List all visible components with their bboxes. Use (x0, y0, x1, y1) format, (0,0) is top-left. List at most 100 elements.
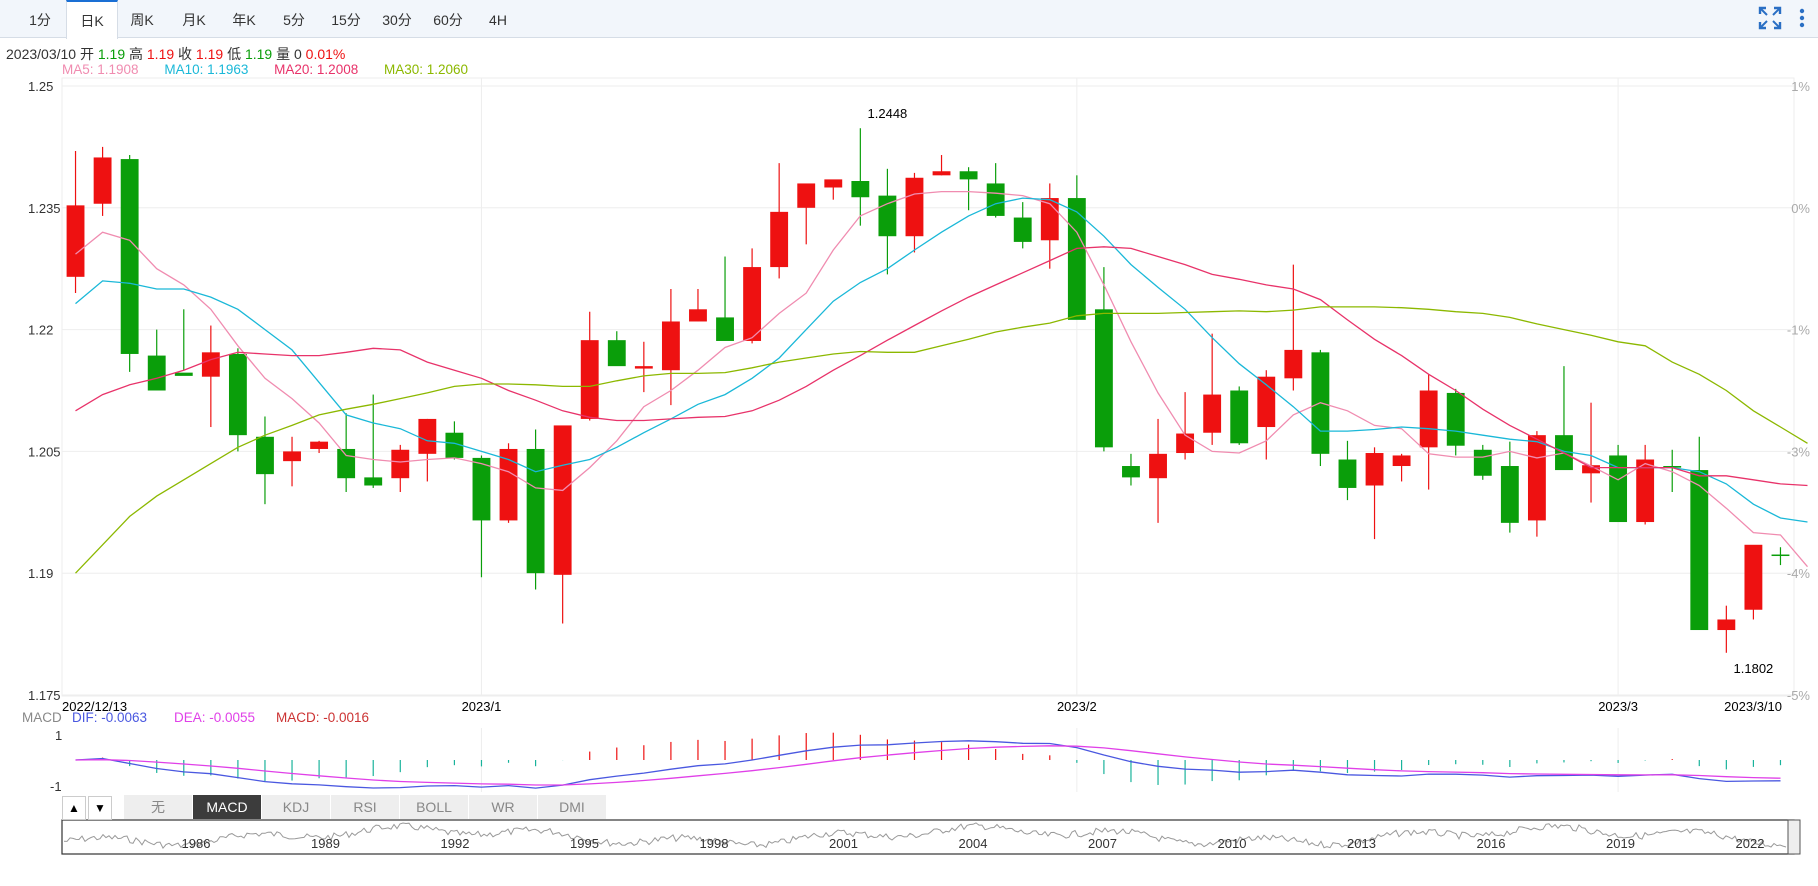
candle-body (337, 448, 356, 479)
candle-body (418, 418, 437, 454)
indicator-tab-macd[interactable]: MACD (193, 795, 262, 819)
candle-body (1419, 390, 1438, 448)
y-tick-label: 1.235 (28, 201, 61, 216)
more-options-icon[interactable] (1796, 6, 1808, 30)
candle-body (905, 177, 924, 237)
tab-5min[interactable]: 5分 (283, 12, 305, 28)
candle-body (1392, 455, 1411, 467)
price-annotations: 1.2448 1.1802 (868, 106, 1774, 676)
price-axis: 1.25 1.235 1.22 1.205 1.19 1.175 (28, 79, 61, 703)
navigator-year-label: 2016 (1477, 836, 1506, 851)
candle-body (1446, 392, 1465, 446)
y-tick-label: 1.22 (28, 323, 53, 338)
indicator-tab-wr[interactable]: WR (469, 795, 538, 819)
tab-monthly[interactable]: 月K (182, 12, 206, 28)
candle-body (445, 432, 464, 458)
period-toolbar: 1分 日K 周K 月K 年K 5分 15分 30分 60分 4H (0, 0, 1818, 39)
macd-value-legend: MACD: -0.0016 (276, 710, 369, 725)
y-tick-label: 1.205 (28, 444, 61, 459)
macd-y-bottom: -1 (50, 779, 62, 794)
percent-tick-label: 0% (1791, 201, 1810, 216)
candle-body (1149, 453, 1167, 479)
candle-body (1690, 470, 1709, 631)
dea-legend: DEA: -0.0055 (174, 710, 255, 725)
candle-body (1609, 455, 1628, 523)
tab-daily[interactable]: 日K (66, 0, 118, 39)
navigator-year-label: 2010 (1218, 836, 1247, 851)
candle-body (1636, 459, 1655, 523)
candle-body (634, 366, 653, 369)
candle-body (1013, 217, 1032, 242)
percent-axis: 1% 0% -1% -3% -4% -5% (1787, 79, 1811, 703)
candle-body (228, 353, 247, 436)
candle-body (1338, 459, 1357, 488)
candle-body (851, 181, 870, 198)
tab-60min[interactable]: 60分 (433, 12, 463, 28)
candle-body (364, 477, 383, 486)
macd-panel: MACD DIF: -0.0063 DEA: -0.0055 MACD: -0.… (22, 710, 1782, 794)
x-tick-label: 2023/2 (1057, 699, 1097, 714)
navigator-year-label: 1998 (700, 836, 729, 851)
info-high-value: 1.19 (146, 46, 175, 62)
indicator-down-button[interactable]: ▼ (88, 796, 112, 820)
y-tick-label: 1.19 (28, 566, 53, 581)
candle-body (716, 317, 734, 341)
navigator-year-label: 1989 (311, 836, 340, 851)
percent-tick-label: -5% (1787, 688, 1811, 703)
indicator-up-button[interactable]: ▲ (62, 796, 86, 820)
indicator-tab-boll[interactable]: BOLL (400, 795, 469, 819)
candle-body (93, 157, 112, 204)
tab-30min[interactable]: 30分 (382, 12, 412, 28)
ma5-legend: MA5: 1.1908 (62, 62, 139, 77)
navigator-year-label: 2007 (1088, 836, 1117, 851)
candle-body (1203, 394, 1222, 433)
indicator-tab-none[interactable]: 无 (124, 795, 193, 819)
indicator-tab-rsi[interactable]: RSI (331, 795, 400, 819)
y-tick-label: 1.175 (28, 688, 61, 703)
tab-15min[interactable]: 15分 (331, 12, 361, 28)
candle-body (472, 457, 491, 521)
ma-lines (75, 190, 1808, 574)
plot-border (61, 77, 1795, 697)
indicator-tab-dmi[interactable]: DMI (538, 795, 607, 819)
price-annotation: 1.1802 (1734, 661, 1774, 676)
range-navigator[interactable]: 1986 1989 1992 1995 1998 2001 2004 2007 2010 2013… (61, 819, 1801, 855)
info-high-label: 高 (129, 46, 143, 62)
percent-tick-label: 1% (1791, 79, 1810, 94)
candle-body (174, 372, 193, 376)
percent-tick-label: -3% (1787, 444, 1811, 459)
navigator-year-label: 2019 (1606, 836, 1635, 851)
tab-4h[interactable]: 4H (489, 12, 507, 28)
candle-body (1717, 619, 1736, 631)
indicator-tab-kdj[interactable]: KDJ (262, 795, 331, 819)
ohlc-info-line: 2023/03/10 开 1.19 高 1.19 收 1.19 低 1.19 量… (6, 44, 345, 64)
x-tick-label: 2023/3 (1598, 699, 1638, 714)
ma20-legend: MA20: 1.2008 (274, 62, 359, 77)
candles (66, 128, 1790, 653)
info-close-value: 1.19 (195, 46, 224, 62)
candle-body (824, 179, 843, 188)
percent-tick-label: -1% (1787, 323, 1811, 338)
candle-body (1744, 544, 1763, 610)
dif-legend: DIF: -0.0063 (72, 710, 147, 725)
candle-body (499, 448, 518, 521)
navigator-year-label: 2004 (959, 836, 988, 851)
tab-1min[interactable]: 1分 (29, 12, 51, 28)
tab-yearly[interactable]: 年K (232, 12, 256, 28)
candle-body (120, 159, 139, 354)
navigator-year-label: 1992 (441, 836, 470, 851)
navigator-year-label: 2022 (1736, 836, 1765, 851)
y-tick-label: 1.25 (28, 79, 53, 94)
info-volume-label: 量 (276, 46, 291, 62)
info-volume-value: 0 (293, 46, 302, 62)
navigator-handle[interactable] (1787, 819, 1801, 855)
candle-body (66, 205, 85, 277)
info-open-label: 开 (79, 46, 94, 62)
price-annotation: 1.2448 (868, 106, 908, 121)
ma-line-ma5 (75, 190, 1808, 568)
fullscreen-icon[interactable] (1758, 6, 1782, 30)
info-open-value: 1.19 (97, 46, 126, 62)
macd-y-top: 1 (55, 728, 62, 743)
navigator-year-labels: 1986 1989 1992 1995 1998 2001 2004 2007 2010 2013… (182, 836, 1765, 851)
tab-weekly[interactable]: 周K (130, 12, 154, 28)
